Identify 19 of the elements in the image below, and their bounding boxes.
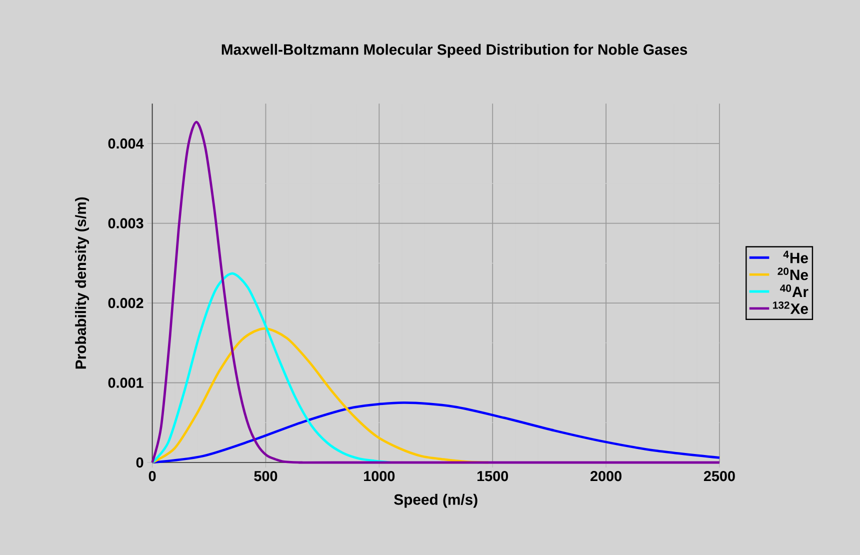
y-tick-label: 0: [136, 457, 144, 468]
y-axis-title: Probability density (s/m): [75, 197, 89, 368]
legend-label: $^{20}$Ne: [778, 267, 808, 280]
x-tick-label: 1500: [477, 470, 508, 482]
y-tick-label: 0.003: [108, 218, 144, 228]
x-tick-label: 1000: [364, 470, 395, 482]
legend-label: $^{4}$He: [783, 250, 808, 264]
line-series: [151, 272, 392, 464]
x-axis-title: Speed (m/s): [394, 494, 478, 508]
x-tick-label: 500: [254, 470, 278, 482]
legend-label: $^{132}$Xe: [773, 301, 808, 314]
y-tick-label: 0.001: [108, 378, 144, 388]
chart-title: Maxwell-Boltzmann Molecular Speed Distribution for Noble Gases: [222, 44, 688, 58]
y-tick-label: 0.002: [108, 298, 144, 308]
legend-label: $^{40}$Ar: [780, 284, 808, 297]
x-tick-label: 0: [148, 470, 156, 482]
x-tick-label: 2500: [704, 470, 735, 482]
y-tick-label: 0.004: [108, 138, 144, 149]
x-tick-label: 2000: [590, 470, 622, 482]
